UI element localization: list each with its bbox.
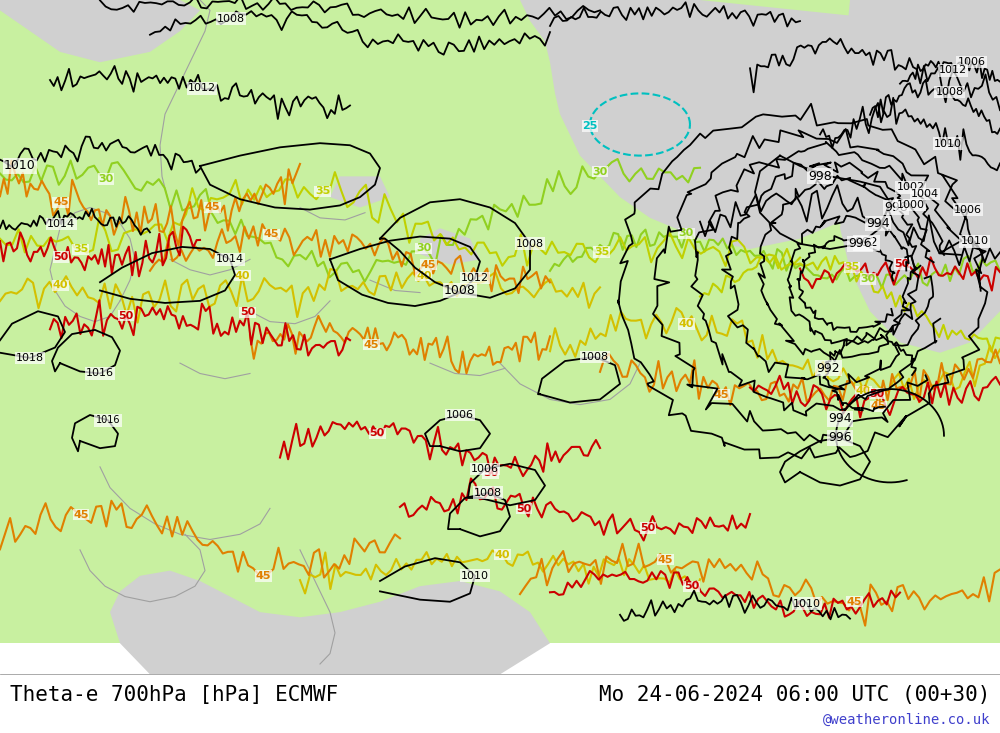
Text: 998: 998 [884,201,908,214]
Text: 1008: 1008 [581,352,609,362]
Text: 1010: 1010 [961,236,989,246]
Text: 50: 50 [483,468,498,478]
Text: 1008: 1008 [474,487,502,498]
Polygon shape [0,0,1000,644]
Text: 50: 50 [894,259,910,269]
Text: 1010: 1010 [793,599,821,608]
Polygon shape [840,0,1000,353]
Text: 40: 40 [416,270,432,281]
Text: 992: 992 [855,237,878,249]
Text: 45: 45 [847,597,862,607]
Text: 1014: 1014 [216,254,244,265]
Text: 1006: 1006 [954,205,982,215]
Text: 50: 50 [516,504,532,514]
Text: 1016: 1016 [86,369,114,378]
Text: 1004: 1004 [911,189,939,199]
Text: 45: 45 [205,202,220,213]
Text: 45: 45 [658,555,673,564]
Text: 40: 40 [679,319,694,329]
Text: @weatheronline.co.uk: @weatheronline.co.uk [822,713,990,727]
Text: 45: 45 [421,259,436,270]
Polygon shape [520,0,1000,249]
Text: 45: 45 [714,389,729,399]
Text: 1012: 1012 [188,84,216,93]
Text: 45: 45 [264,229,279,239]
Text: 50: 50 [684,581,699,592]
Polygon shape [330,177,390,207]
Text: 992: 992 [817,361,840,375]
Polygon shape [110,570,550,674]
Text: 1010: 1010 [461,571,489,581]
Text: 1014: 1014 [47,219,75,229]
Text: 996: 996 [848,237,872,250]
Text: Mo 24-06-2024 06:00 UTC (00+30): Mo 24-06-2024 06:00 UTC (00+30) [599,685,990,705]
Text: 50: 50 [240,307,255,317]
Text: 45: 45 [364,339,379,350]
Text: 994: 994 [866,217,890,230]
Text: 40: 40 [234,270,250,281]
Text: 50: 50 [118,311,134,320]
Text: 1012: 1012 [939,65,967,75]
Text: 1008: 1008 [444,284,476,297]
Text: 40: 40 [495,550,510,560]
Text: 45: 45 [53,197,69,207]
Text: 45: 45 [256,571,271,581]
Text: 1010: 1010 [4,160,36,172]
Text: 25: 25 [582,121,598,131]
Text: 1010: 1010 [934,139,962,149]
Text: Theta-e 700hPa [hPa] ECMWF: Theta-e 700hPa [hPa] ECMWF [10,685,338,705]
Text: 1002: 1002 [896,183,925,193]
Text: 40: 40 [856,386,871,397]
Text: 1006: 1006 [471,464,499,474]
Text: 40: 40 [53,280,68,290]
Text: 35: 35 [73,244,88,254]
Text: 1008: 1008 [217,14,245,23]
Text: 998: 998 [808,170,832,183]
Text: 45: 45 [871,402,886,411]
Text: 30: 30 [679,228,694,238]
Text: 1016: 1016 [96,415,120,425]
Text: 1018: 1018 [16,353,44,363]
Text: 30: 30 [861,274,876,284]
Text: 45: 45 [73,509,89,520]
Text: 1006: 1006 [446,410,474,420]
Text: 50: 50 [869,388,885,399]
Text: 30: 30 [592,166,608,177]
Text: 1006: 1006 [958,57,986,67]
Text: 1000: 1000 [896,200,924,210]
Text: 35: 35 [594,247,609,257]
Text: 996: 996 [828,431,852,444]
Text: 50: 50 [640,523,656,533]
Text: 1008: 1008 [936,87,964,97]
Text: 1012: 1012 [461,273,489,283]
Text: 35: 35 [845,262,860,272]
Text: 50: 50 [53,252,69,262]
Text: 30: 30 [98,174,114,184]
Text: 30: 30 [416,243,431,254]
Text: 50: 50 [370,428,385,438]
Text: 1008: 1008 [516,239,544,248]
Polygon shape [0,0,200,62]
Text: 35: 35 [315,186,330,196]
Polygon shape [420,228,480,265]
Text: 994: 994 [828,412,852,425]
